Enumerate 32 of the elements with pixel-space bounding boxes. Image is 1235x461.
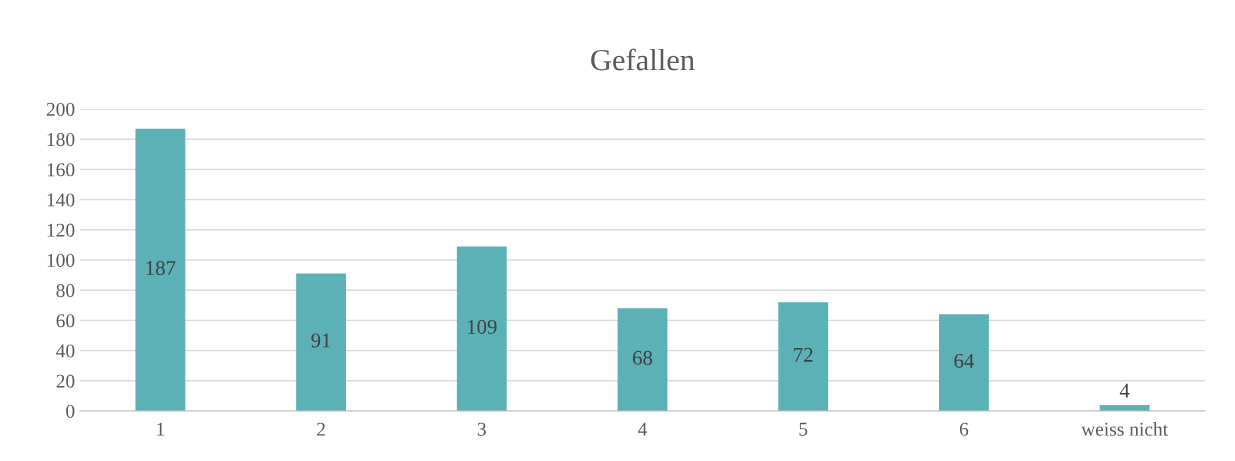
data-label: 91	[311, 333, 331, 348]
x-tick-label: 3	[477, 422, 486, 436]
bar	[296, 273, 346, 411]
bar	[135, 128, 186, 411]
bar	[939, 314, 989, 411]
data-label: 68	[632, 350, 653, 365]
y-tick-label: 0	[66, 404, 75, 418]
x-tick-label: 2	[317, 422, 325, 436]
x-tick-label: 6	[959, 422, 969, 436]
x-tick-label: weiss nicht	[1081, 422, 1168, 436]
x-tick-label: 5	[799, 422, 808, 436]
bar	[617, 308, 668, 411]
data-label: 72	[794, 347, 813, 362]
bar	[456, 246, 507, 411]
data-label: 64	[954, 353, 975, 368]
y-tick-label: 80	[56, 284, 75, 298]
data-label: 109	[467, 319, 497, 334]
y-tick-label: 20	[56, 374, 75, 388]
y-tick-label: 180	[47, 133, 75, 147]
y-tick-label: 160	[47, 163, 75, 177]
data-label: 187	[146, 260, 176, 276]
y-tick-label: 120	[47, 223, 75, 237]
y-tick-label: 40	[56, 344, 75, 358]
data-label: 4	[1119, 383, 1130, 398]
y-tick-label: 140	[47, 193, 75, 207]
x-tick-label: 1	[157, 422, 165, 436]
y-tick-label: 60	[56, 314, 75, 328]
y-tick-label: 100	[47, 253, 75, 267]
chart-title: Gefallen	[591, 48, 695, 71]
bar	[778, 302, 829, 411]
x-tick-label: 4	[638, 422, 648, 436]
y-tick-label: 200	[46, 102, 75, 116]
